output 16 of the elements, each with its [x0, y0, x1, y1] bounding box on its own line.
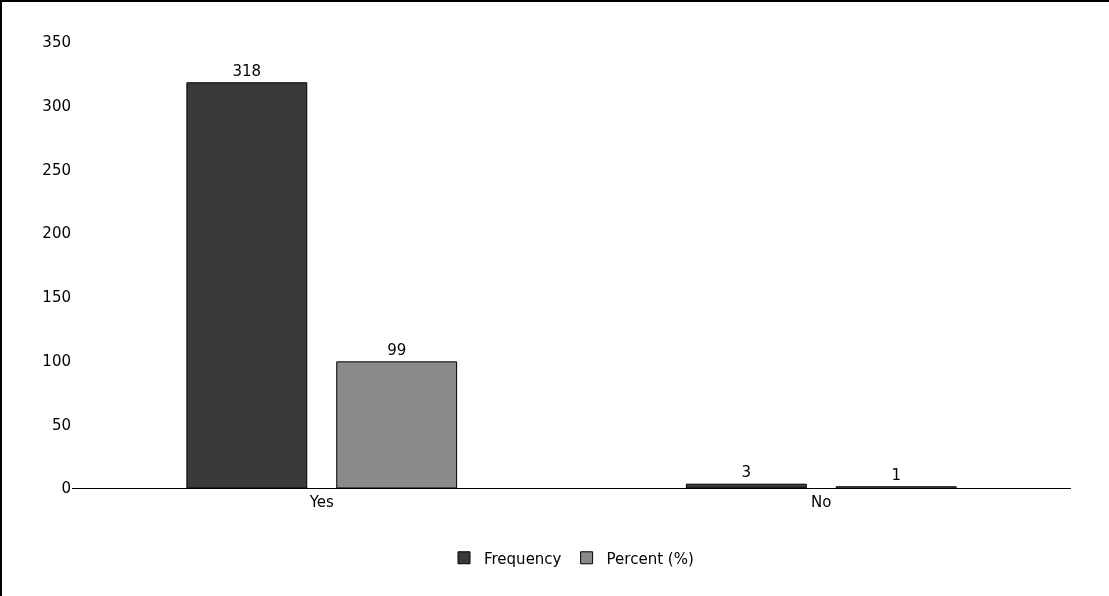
legend-label: Frequency: [484, 549, 562, 568]
y-tick-label: 0: [61, 479, 71, 498]
y-tick-label: 150: [42, 288, 71, 307]
x-tick-label: No: [811, 493, 832, 511]
y-tick-label: 50: [51, 415, 71, 434]
data-label: 1: [891, 465, 901, 484]
y-tick-label: 100: [42, 351, 71, 370]
y-tick-label: 200: [42, 224, 71, 243]
data-label: 99: [387, 340, 407, 359]
x-tick-label: Yes: [308, 493, 335, 511]
y-tick-label: 250: [42, 160, 71, 179]
y-tick-label: 350: [42, 33, 71, 52]
y-tick-label: 300: [42, 96, 71, 115]
legend-label: Percent (%): [606, 549, 694, 568]
data-label: 318: [232, 61, 262, 80]
data-label: 3: [741, 463, 752, 482]
